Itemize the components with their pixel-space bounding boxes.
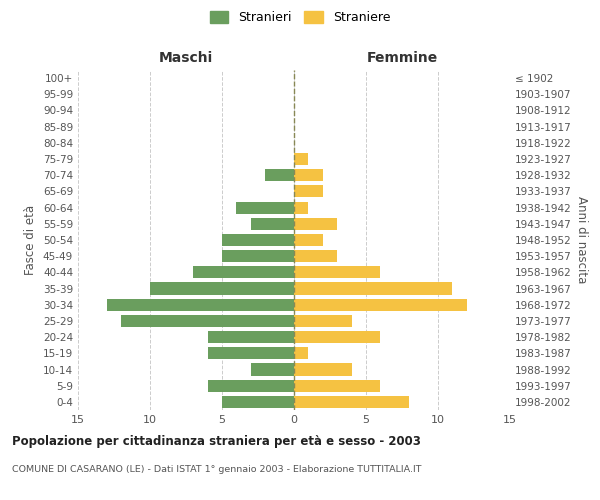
- Bar: [294, 380, 380, 392]
- Text: Popolazione per cittadinanza straniera per età e sesso - 2003: Popolazione per cittadinanza straniera p…: [12, 435, 421, 448]
- Bar: [222, 234, 294, 246]
- Bar: [208, 331, 294, 343]
- Bar: [294, 396, 409, 408]
- Bar: [208, 380, 294, 392]
- Bar: [265, 169, 294, 181]
- Bar: [294, 169, 323, 181]
- Text: COMUNE DI CASARANO (LE) - Dati ISTAT 1° gennaio 2003 - Elaborazione TUTTITALIA.I: COMUNE DI CASARANO (LE) - Dati ISTAT 1° …: [12, 465, 421, 474]
- Bar: [121, 315, 294, 327]
- Bar: [251, 218, 294, 230]
- Bar: [294, 331, 380, 343]
- Bar: [208, 348, 294, 360]
- Legend: Stranieri, Straniere: Stranieri, Straniere: [205, 6, 395, 29]
- Bar: [294, 218, 337, 230]
- Bar: [294, 298, 467, 311]
- Bar: [251, 364, 294, 376]
- Bar: [294, 202, 308, 213]
- Bar: [222, 396, 294, 408]
- Bar: [294, 186, 323, 198]
- Bar: [294, 266, 380, 278]
- Bar: [150, 282, 294, 294]
- Bar: [294, 234, 323, 246]
- Y-axis label: Fasce di età: Fasce di età: [25, 205, 37, 275]
- Y-axis label: Anni di nascita: Anni di nascita: [575, 196, 588, 284]
- Bar: [294, 282, 452, 294]
- Bar: [294, 153, 308, 165]
- Text: Maschi: Maschi: [159, 51, 213, 65]
- Bar: [236, 202, 294, 213]
- Bar: [222, 250, 294, 262]
- Bar: [294, 364, 352, 376]
- Bar: [294, 348, 308, 360]
- Bar: [193, 266, 294, 278]
- Bar: [107, 298, 294, 311]
- Text: Femmine: Femmine: [367, 51, 437, 65]
- Bar: [294, 315, 352, 327]
- Bar: [294, 250, 337, 262]
